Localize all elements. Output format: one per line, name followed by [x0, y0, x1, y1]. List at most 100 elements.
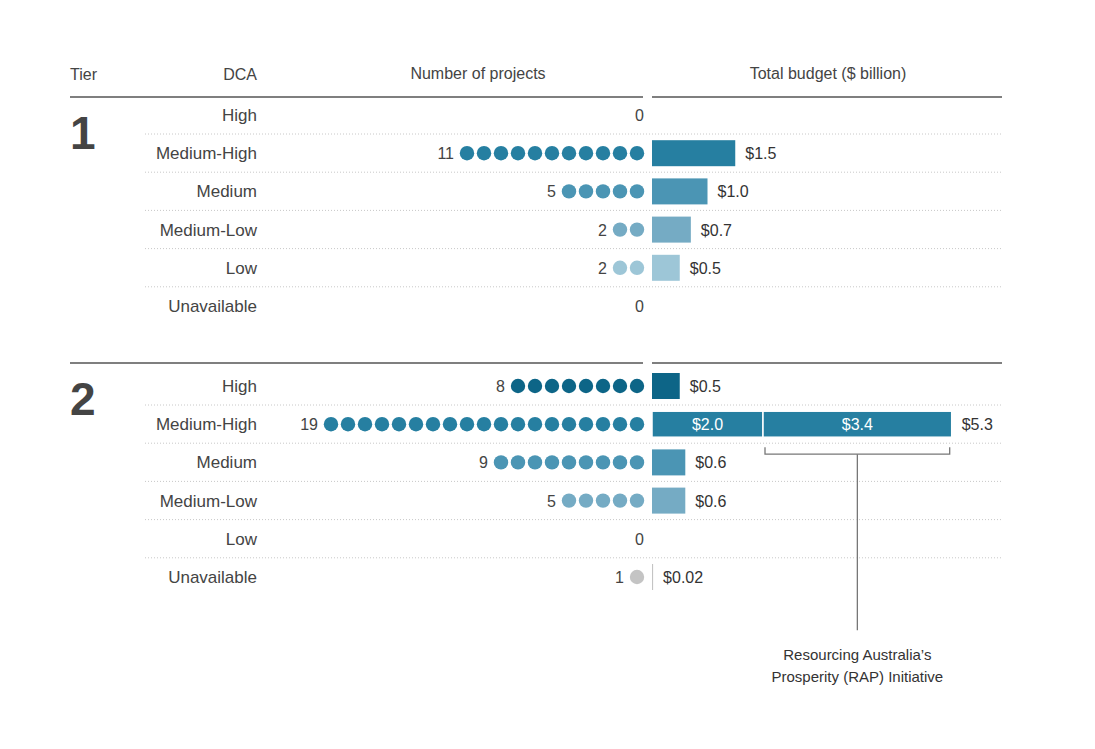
budget-label: $5.3 [962, 416, 993, 433]
count-label: 19 [300, 416, 318, 433]
header-budget: Total budget ($ billion) [750, 65, 907, 82]
tier-rule [652, 96, 1002, 97]
project-dot [613, 261, 627, 275]
count-label: 5 [547, 493, 556, 510]
category-label: Unavailable [168, 568, 257, 587]
budget-label: $0.6 [695, 493, 726, 510]
row-separator [145, 443, 1002, 444]
budget-bar [652, 217, 691, 243]
project-dot [630, 570, 644, 584]
project-dot [562, 146, 576, 160]
project-dot [630, 184, 644, 198]
project-dot [545, 417, 559, 431]
bracket [765, 447, 950, 454]
category-label: Medium-Low [160, 221, 258, 240]
header-dca: DCA [223, 66, 257, 83]
project-dot [630, 493, 644, 507]
budget-label: $0.5 [690, 378, 721, 395]
project-dot [596, 493, 610, 507]
category-label: Medium-High [156, 144, 257, 163]
project-dot [630, 146, 644, 160]
project-dot [341, 417, 355, 431]
category-label: Low [226, 530, 258, 549]
segment-label: $3.4 [842, 416, 873, 433]
count-label: 2 [598, 222, 607, 239]
header-count: Number of projects [410, 65, 545, 82]
project-dot [511, 455, 525, 469]
category-label: Medium [197, 182, 257, 201]
chart: Tier DCA Number of projects Total budget ($… [0, 0, 1095, 749]
project-dot [494, 146, 508, 160]
project-dot [511, 417, 525, 431]
budget-label: $1.0 [718, 183, 749, 200]
annotation-bracket [765, 447, 950, 630]
project-dot [426, 417, 440, 431]
project-dot [392, 417, 406, 431]
project-dot [545, 379, 559, 393]
leader-line [857, 454, 858, 630]
project-dot [579, 146, 593, 160]
project-dot [460, 417, 474, 431]
project-dot [545, 146, 559, 160]
category-label: Medium-High [156, 415, 257, 434]
project-dot [630, 261, 644, 275]
project-dot [596, 417, 610, 431]
project-dot [579, 184, 593, 198]
row-separator [145, 557, 1002, 558]
budget-bar [652, 255, 680, 281]
count-label: 0 [635, 107, 644, 124]
category-label: Low [226, 259, 258, 278]
project-dot [324, 417, 338, 431]
project-dot [460, 146, 474, 160]
project-dot [528, 146, 542, 160]
project-dot [579, 417, 593, 431]
row-separator [145, 172, 1002, 173]
project-dot [358, 417, 372, 431]
row-separator [145, 286, 1002, 287]
project-dot [528, 455, 542, 469]
row-separator [145, 405, 1002, 406]
annotation-text: Resourcing Australia’s [783, 646, 931, 663]
count-label: 1 [615, 569, 624, 586]
project-dot [579, 379, 593, 393]
project-dot [613, 184, 627, 198]
project-dot [562, 379, 576, 393]
project-dot [596, 146, 610, 160]
project-dot [511, 379, 525, 393]
budget-bar [652, 178, 708, 204]
category-label: Medium-Low [160, 492, 258, 511]
annotation-text: Prosperity (RAP) Initiative [771, 668, 943, 685]
budget-segment [652, 411, 763, 437]
labels: 1High0Medium-High11$1.5Medium5$1.0Medium… [70, 106, 993, 685]
project-dot [613, 455, 627, 469]
count-label: 9 [479, 454, 488, 471]
project-dot [494, 417, 508, 431]
tier-rule [70, 96, 643, 97]
row-separator [145, 134, 1002, 135]
tier-label: 2 [70, 373, 96, 425]
project-dot [562, 417, 576, 431]
project-dot [613, 417, 627, 431]
project-dot [596, 379, 610, 393]
project-dot [375, 417, 389, 431]
row-separator [145, 210, 1002, 211]
project-dot [630, 379, 644, 393]
project-dot [562, 184, 576, 198]
header-tier: Tier [70, 66, 98, 83]
budget-label: $0.7 [701, 222, 732, 239]
project-dot [579, 455, 593, 469]
tier-rule [652, 362, 1002, 363]
budget-bar [652, 373, 680, 399]
header: Tier DCA Number of projects Total budget ($… [70, 65, 906, 83]
row-separator [145, 519, 1002, 520]
project-dot [630, 455, 644, 469]
count-label: 0 [635, 298, 644, 315]
project-dot [545, 455, 559, 469]
category-label: High [222, 377, 257, 396]
project-dot [494, 455, 508, 469]
row-separator [145, 481, 1002, 482]
project-dot [528, 417, 542, 431]
budget-label: $0.02 [663, 569, 703, 586]
project-dot [613, 379, 627, 393]
project-dot [477, 146, 491, 160]
